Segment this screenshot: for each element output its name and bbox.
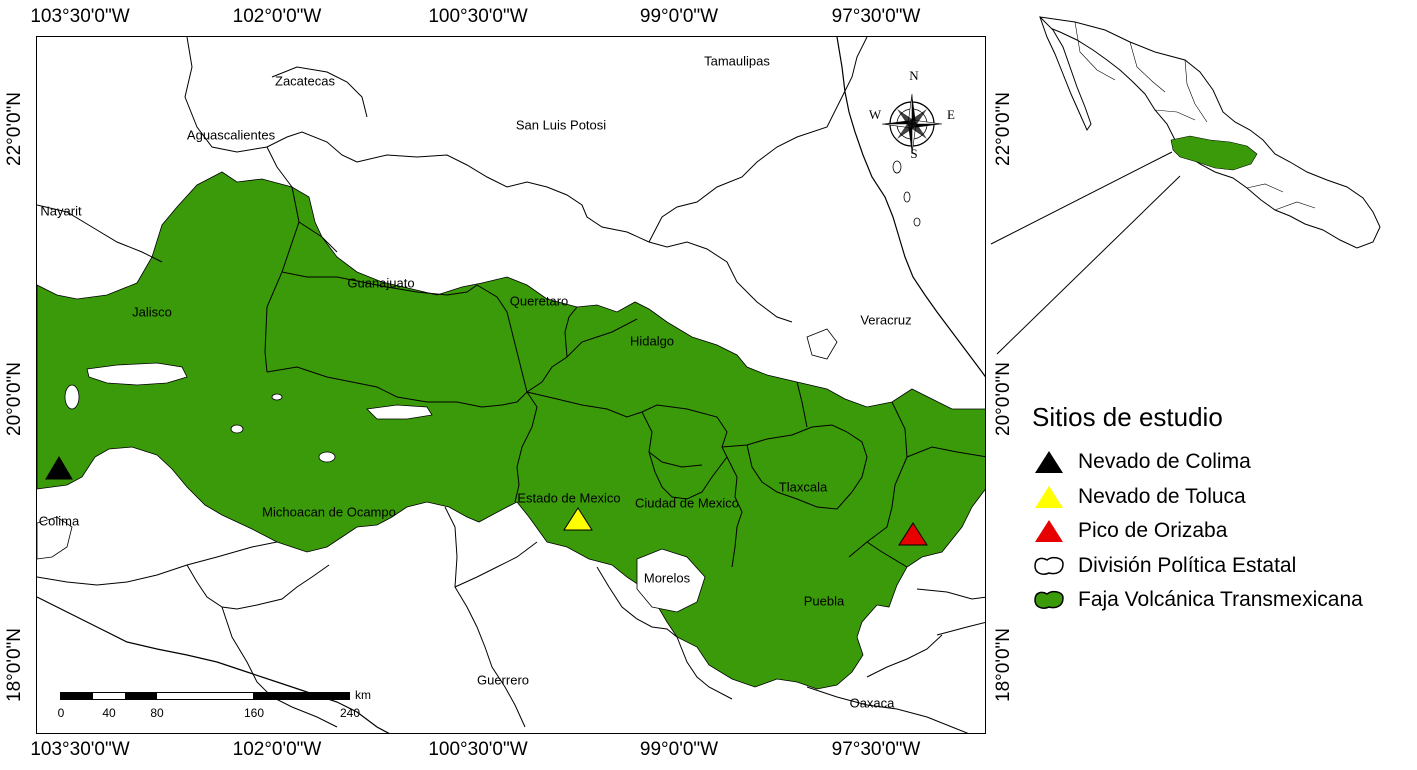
volcanic-belt-area bbox=[37, 171, 985, 690]
green-area-icon bbox=[1032, 587, 1066, 613]
state-label-morelos: Morelos bbox=[643, 570, 691, 586]
graticule-bottom-4: 99°0'0"W bbox=[639, 739, 719, 760]
state-label-zacatecas: Zacatecas bbox=[275, 73, 335, 89]
scale-tick-240: 240 bbox=[339, 706, 361, 720]
main-map[interactable]: N S E W Zacatecas Tamaulipas Aguascalien… bbox=[36, 36, 986, 734]
scale-bar bbox=[60, 692, 350, 700]
scale-tick-160: 160 bbox=[243, 706, 265, 720]
legend-item-nevado-colima: Nevado de Colima bbox=[1032, 445, 1363, 480]
state-outline-icon bbox=[1032, 553, 1066, 579]
state-label-san-luis-potosi: San Luis Potosi bbox=[515, 117, 607, 133]
graticule-right-3: 18°0'0"N bbox=[993, 628, 1014, 702]
black-triangle-icon bbox=[1032, 449, 1066, 475]
state-label-tlaxcala: Tlaxcala bbox=[778, 479, 828, 495]
state-label-colima: Colima bbox=[38, 513, 80, 529]
state-label-guerrero: Guerrero bbox=[476, 672, 530, 688]
inset-mexico-map bbox=[1039, 16, 1381, 249]
gulf-coastline bbox=[836, 37, 985, 378]
legend: Sitios de estudio Nevado de Colima Nevad… bbox=[1032, 402, 1363, 618]
legend-item-state-division: División Política Estatal bbox=[1032, 549, 1363, 584]
scale-unit-label: km bbox=[355, 688, 371, 702]
compass-w-label: W bbox=[868, 107, 882, 122]
state-label-oaxaca: Oaxaca bbox=[849, 695, 895, 711]
white-hole-hidalgo-north bbox=[806, 328, 838, 360]
compass-e-label: E bbox=[947, 107, 955, 122]
legend-item-nevado-toluca: Nevado de Toluca bbox=[1032, 480, 1363, 515]
yellow-triangle-icon bbox=[1032, 484, 1066, 510]
graticule-bottom-5: 97°30'0"W bbox=[831, 739, 921, 760]
lake-small-1 bbox=[230, 424, 244, 434]
lake-chapala bbox=[86, 362, 188, 386]
inset-baja-california bbox=[1039, 16, 1092, 132]
state-label-hidalgo: Hidalgo bbox=[629, 333, 675, 349]
north-arrow-icon bbox=[881, 93, 943, 155]
coastal-islands bbox=[892, 160, 921, 227]
red-triangle-icon bbox=[1032, 518, 1066, 544]
marker-nevado-toluca[interactable] bbox=[563, 507, 593, 531]
inset-connector-lines bbox=[990, 151, 1181, 355]
compass-s-label: S bbox=[910, 146, 918, 161]
scale-tick-0: 0 bbox=[57, 706, 65, 720]
inset-volcanic-belt bbox=[1170, 135, 1258, 171]
graticule-top-4: 99°0'0"W bbox=[639, 6, 719, 27]
compass-n-label: N bbox=[909, 68, 919, 83]
pacific-coastline bbox=[37, 596, 390, 733]
legend-label: Faja Volcánica Transmexicana bbox=[1078, 588, 1363, 612]
scale-tick-80: 80 bbox=[150, 706, 164, 720]
marker-pico-orizaba[interactable] bbox=[898, 522, 928, 546]
legend-label: Nevado de Toluca bbox=[1078, 484, 1246, 508]
state-label-nayarit: Nayarit bbox=[40, 203, 82, 219]
graticule-top-2: 102°0'0"W bbox=[232, 6, 322, 27]
state-label-ciudad-de-mexico: Ciudad de Mexico bbox=[634, 495, 740, 511]
lake-cuitzeo bbox=[366, 404, 433, 420]
lake-small-2 bbox=[271, 393, 283, 401]
map-canvas bbox=[37, 37, 985, 733]
legend-label: División Política Estatal bbox=[1078, 553, 1297, 577]
state-label-aguascalientes: Aguascalientes bbox=[186, 127, 276, 143]
inset-mexico-outline bbox=[1039, 16, 1381, 249]
white-hole-colima bbox=[37, 516, 73, 560]
scale-tick-40: 40 bbox=[102, 706, 116, 720]
state-label-guanajuato: Guanajuato bbox=[347, 275, 415, 291]
graticule-bottom-1: 103°30'0"W bbox=[30, 739, 130, 760]
graticule-bottom-2: 102°0'0"W bbox=[232, 739, 322, 760]
state-label-jalisco: Jalisco bbox=[132, 304, 172, 320]
lake-patzcuaro bbox=[318, 451, 336, 463]
legend-title: Sitios de estudio bbox=[1032, 402, 1223, 432]
inset-state-lines bbox=[1074, 21, 1316, 211]
state-label-michoacan: Michoacan de Ocampo bbox=[262, 504, 396, 520]
graticule-left-2: 20°0'0"N bbox=[4, 362, 25, 436]
marker-nevado-colima[interactable] bbox=[45, 456, 73, 480]
state-label-queretaro: Queretaro bbox=[509, 293, 569, 309]
graticule-left-1: 22°0'0"N bbox=[4, 92, 25, 166]
graticule-right-2: 20°0'0"N bbox=[993, 362, 1014, 436]
legend-label: Pico de Orizaba bbox=[1078, 519, 1228, 543]
legend-item-volcanic-belt: Faja Volcánica Transmexicana bbox=[1032, 583, 1363, 618]
state-label-veracruz: Veracruz bbox=[860, 312, 912, 328]
graticule-bottom-3: 100°30'0"W bbox=[428, 739, 528, 760]
legend-item-pico-orizaba: Pico de Orizaba bbox=[1032, 514, 1363, 549]
state-label-estado-de-mexico: Estado de Mexico bbox=[517, 490, 621, 506]
lake-small-3 bbox=[64, 384, 80, 410]
white-hole-morelos bbox=[636, 548, 706, 613]
graticule-top-5: 97°30'0"W bbox=[831, 6, 921, 27]
graticule-top-3: 100°30'0"W bbox=[428, 6, 528, 27]
graticule-left-3: 18°0'0"N bbox=[4, 628, 25, 702]
legend-label: Nevado de Colima bbox=[1078, 450, 1251, 474]
state-boundaries bbox=[37, 37, 985, 733]
state-label-tamaulipas: Tamaulipas bbox=[704, 53, 770, 69]
state-label-puebla: Puebla bbox=[803, 593, 845, 609]
graticule-top-1: 103°30'0"W bbox=[30, 6, 130, 27]
